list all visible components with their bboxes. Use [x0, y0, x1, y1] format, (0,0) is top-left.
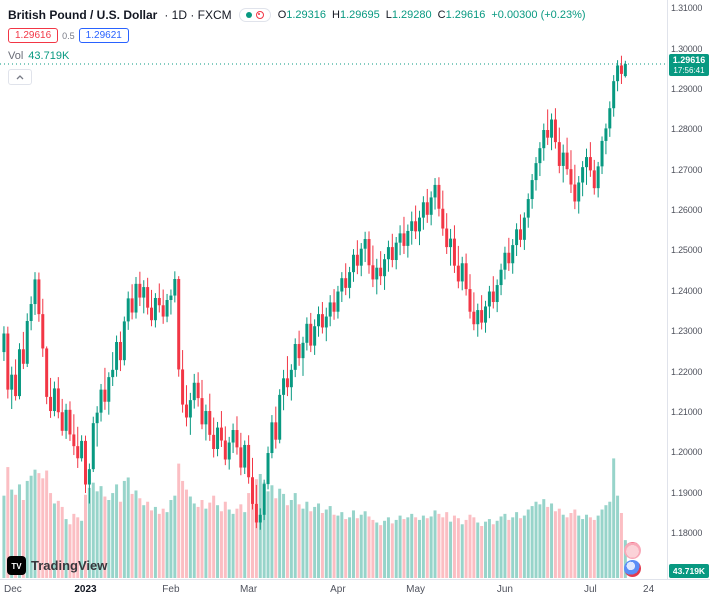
volume-label: Vol: [8, 50, 24, 62]
price-tick-label: 1.31000: [671, 3, 703, 14]
time-tick-label: Mar: [239, 584, 258, 595]
price-tick-label: 1.18000: [671, 528, 703, 538]
time-tick-label: Dec: [4, 584, 22, 595]
volume-value: 43.719K: [28, 50, 70, 62]
price-tick-label: 1.19000: [671, 487, 703, 498]
volume-axis-label: 43.719K: [669, 564, 709, 578]
interval-exchange-label[interactable]: · 1D · FXCM: [164, 7, 232, 22]
last-price-time: 17:56:41: [673, 65, 705, 75]
price-tick-label: 1.27000: [671, 164, 703, 175]
price-tick-label: 1.30000: [671, 43, 703, 54]
close-label: C: [437, 8, 446, 21]
spread-value: 0.5: [62, 30, 75, 41]
collapse-legend-button[interactable]: [8, 69, 32, 85]
price-tick-label: 1.20000: [671, 447, 703, 458]
chart-pane[interactable]: [0, 0, 668, 579]
open-label: O: [277, 8, 287, 21]
low-label: L: [385, 8, 392, 21]
market-status-dot-icon: [245, 11, 252, 18]
price-axis[interactable]: 1.29616 17:56:41 43.719K 1.31000 1.30000 1…: [667, 0, 710, 580]
sticker-bottom-icon[interactable]: [624, 560, 641, 577]
tradingview-logo-text: TradingView: [31, 558, 108, 573]
data-status-pill[interactable]: [238, 7, 271, 22]
high-label: H: [332, 8, 340, 21]
time-tick-label: 2023: [74, 584, 97, 595]
time-axis[interactable]: Dec 2023 Feb Mar Apr May Jun Jul 24: [0, 579, 710, 600]
time-tick-label: Jul: [583, 584, 597, 595]
change-value: +0.00300 (+0.23%): [491, 8, 586, 21]
price-tick-label: 1.23000: [671, 326, 703, 337]
high-value: 1.29695: [339, 8, 380, 21]
volume-layer: [2, 458, 627, 578]
time-tick-label: May: [406, 584, 426, 595]
time-tick-label: Apr: [330, 584, 346, 595]
price-tick-label: 1.24000: [671, 285, 703, 296]
tradingview-logo-mark-icon: TV: [7, 556, 26, 575]
buy-price-button[interactable]: 1.29621: [78, 28, 129, 43]
tradingview-logo[interactable]: TV TradingView: [7, 556, 107, 575]
chevron-up-icon: [16, 74, 24, 79]
time-tick-label: 24: [643, 584, 655, 595]
sticker-top-icon[interactable]: [624, 542, 641, 559]
svg-text:TV: TV: [11, 562, 22, 571]
delayed-data-eye-icon: [255, 10, 264, 19]
close-value: 1.29616: [445, 8, 486, 21]
price-tick-label: 1.29000: [671, 83, 703, 94]
price-tick-label: 1.25000: [671, 245, 703, 256]
time-tick-label: Feb: [162, 584, 180, 595]
price-tick-label: 1.26000: [671, 205, 703, 215]
open-value: 1.29316: [286, 8, 327, 21]
price-tick-label: 1.21000: [671, 406, 703, 417]
time-tick-label: Jun: [496, 584, 513, 595]
low-value: 1.29280: [391, 8, 432, 21]
chart-legend: British Pound / U.S. Dollar · 1D · FXCM …: [8, 6, 586, 85]
volume-legend: Vol 43.719K: [8, 50, 586, 62]
sticker-buttons: [624, 542, 641, 577]
candles-layer: [2, 55, 627, 530]
last-price-label[interactable]: 1.29616 17:56:41: [669, 54, 709, 77]
price-tick-label: 1.28000: [671, 124, 703, 135]
ohlc-readout: O1.29316 H1.29695 L1.29280 C1.29616 +0.0…: [278, 9, 586, 21]
symbol-title[interactable]: British Pound / U.S. Dollar: [8, 7, 158, 22]
sell-price-button[interactable]: 1.29616: [8, 28, 59, 43]
last-price-value: 1.29616: [672, 55, 706, 65]
price-tick-label: 1.22000: [671, 366, 703, 377]
